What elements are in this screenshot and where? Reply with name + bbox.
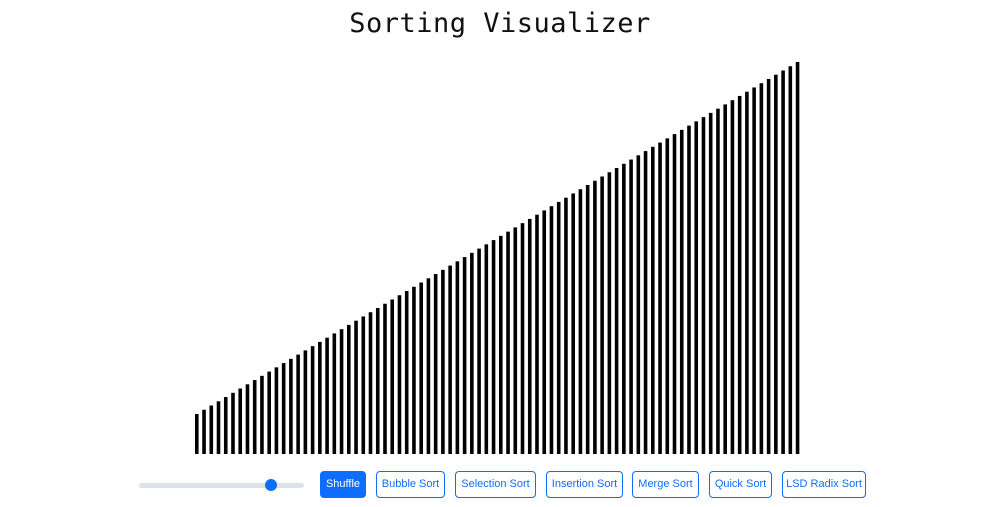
array-bar xyxy=(223,397,228,454)
page-title: Sorting Visualizer xyxy=(349,8,651,39)
array-bar xyxy=(571,193,575,454)
array-bar xyxy=(260,375,264,454)
array-bar xyxy=(658,142,662,454)
array-bar xyxy=(339,329,344,454)
array-bar xyxy=(231,392,235,454)
array-bar xyxy=(404,291,409,454)
array-bar xyxy=(332,333,337,454)
array-bar xyxy=(209,405,214,454)
array-bar xyxy=(708,112,713,454)
speed-slider-thumb[interactable] xyxy=(265,479,277,491)
array-bar xyxy=(679,129,684,455)
array-bar xyxy=(426,278,431,454)
array-bar xyxy=(737,95,742,455)
array-bar xyxy=(723,104,727,454)
array-bar xyxy=(542,210,547,454)
array-bar xyxy=(622,163,626,454)
array-bar xyxy=(296,354,300,454)
array-bar xyxy=(585,184,590,455)
array-bar xyxy=(419,282,423,454)
array-bar xyxy=(527,218,532,454)
array-bar xyxy=(578,189,583,455)
bubble-sort-button[interactable]: Bubble Sort xyxy=(376,471,445,498)
array-bar xyxy=(629,159,633,455)
array-bar xyxy=(788,66,793,455)
array-bar xyxy=(643,151,648,454)
array-bar xyxy=(238,388,243,454)
array-bar xyxy=(651,146,655,454)
array-bar xyxy=(195,414,199,454)
array-bar xyxy=(665,138,670,454)
array-bar xyxy=(281,363,286,454)
array-bar xyxy=(600,176,604,454)
array-bar xyxy=(672,134,677,454)
array-bar xyxy=(462,257,467,454)
array-bar xyxy=(499,235,503,454)
array-bar xyxy=(491,240,496,454)
array-bar xyxy=(368,312,373,454)
array-bar xyxy=(354,320,358,454)
array-bar xyxy=(310,346,315,454)
array-bar xyxy=(347,324,351,454)
array-bar xyxy=(636,155,641,455)
selection-sort-button[interactable]: Selection Sort xyxy=(455,471,536,498)
array-bar xyxy=(433,274,438,454)
array-bar xyxy=(455,261,460,454)
array-bar xyxy=(774,74,778,454)
array-bar xyxy=(549,206,554,454)
array-bar xyxy=(513,227,518,454)
array-bar xyxy=(564,197,568,454)
speed-slider[interactable] xyxy=(139,479,304,491)
array-bar xyxy=(766,78,771,455)
array-bar xyxy=(375,307,380,454)
quick-sort-button[interactable]: Quick Sort xyxy=(709,471,772,498)
array-bar xyxy=(202,409,206,454)
array-bar xyxy=(289,358,293,454)
array-bar xyxy=(448,265,452,454)
array-bar xyxy=(477,248,481,454)
array-bar xyxy=(607,172,612,454)
array-bar xyxy=(252,380,257,454)
controls-bar: Shuffle Bubble Sort Selection Sort Inser… xyxy=(0,471,1000,499)
array-bar xyxy=(520,223,525,454)
array-bar xyxy=(361,316,366,454)
array-bar xyxy=(535,214,539,454)
array-bar xyxy=(216,401,221,454)
array-bar xyxy=(325,337,329,454)
merge-sort-button[interactable]: Merge Sort xyxy=(632,471,699,498)
array-bar xyxy=(795,62,800,454)
array-bar xyxy=(752,87,756,454)
array-bar xyxy=(745,91,749,454)
array-bar xyxy=(781,70,785,454)
array-bar xyxy=(390,299,395,454)
array-bar xyxy=(383,303,387,454)
array-bar xyxy=(716,108,720,455)
array-bar xyxy=(267,371,271,454)
array-bar xyxy=(245,384,250,454)
array-bar xyxy=(556,201,561,454)
array-bar xyxy=(701,117,706,454)
array-bar xyxy=(759,83,764,454)
array-bar xyxy=(441,269,445,454)
array-bar xyxy=(318,341,322,454)
lsd-radix-sort-button[interactable]: LSD Radix Sort xyxy=(782,471,866,498)
array-bar xyxy=(614,168,619,454)
array-bar xyxy=(412,286,416,454)
insertion-sort-button[interactable]: Insertion Sort xyxy=(546,471,623,498)
array-bar xyxy=(694,121,699,455)
shuffle-button[interactable]: Shuffle xyxy=(320,471,366,498)
array-bar xyxy=(303,350,308,454)
array-bar xyxy=(730,100,735,455)
array-bar xyxy=(274,367,279,454)
array-bar xyxy=(593,180,597,454)
array-bar xyxy=(506,231,510,454)
array-bar xyxy=(484,244,489,454)
array-bar xyxy=(687,125,691,455)
array-bar xyxy=(470,252,474,454)
array-bar xyxy=(397,295,402,454)
bar-chart xyxy=(195,62,800,455)
